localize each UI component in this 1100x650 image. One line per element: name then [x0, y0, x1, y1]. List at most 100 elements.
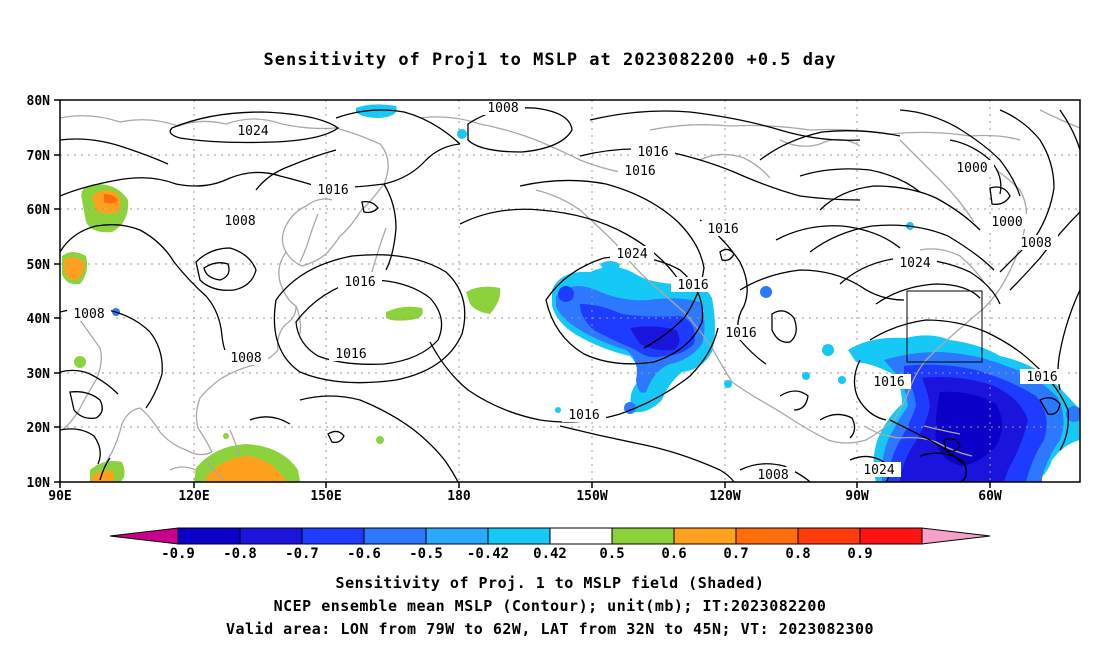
contour-label: 1024: [610, 246, 654, 262]
lon-tick-label: 60W: [978, 489, 1002, 504]
shade-green-dot1: [74, 356, 86, 368]
svg-text:1008: 1008: [757, 468, 788, 483]
contour-label: 1024: [231, 123, 275, 139]
colorbar-swatch: [301, 527, 365, 545]
svg-text:1016: 1016: [344, 275, 375, 290]
svg-text:1016: 1016: [677, 278, 708, 293]
colorbar-swatch: [487, 527, 551, 545]
colorbar: -0.9 -0.8 -0.7 -0.6 -0.5 -0.42 0.42 0.5 0.6 0.7 0.…: [109, 527, 991, 562]
lon-tick-label: 150E: [310, 489, 341, 504]
svg-text:1016: 1016: [725, 326, 756, 341]
colorbar-label: 0.8: [785, 546, 810, 562]
contour-label: 1008: [224, 350, 268, 366]
contour-labels: 1008 1024 1016 1008 1016 1016 1000 1000 …: [67, 100, 1064, 483]
contour-label: 1016: [338, 274, 382, 290]
longitude-labels: 90E 120E 150E 180 150W 120W 90W 60W: [48, 489, 1002, 504]
lon-tick-label: 120W: [709, 489, 740, 504]
contour-label: 1016: [701, 221, 745, 237]
colorbar-left-arrow: [109, 527, 179, 545]
valid-area-box: [906, 290, 983, 363]
contour-label: 1016: [867, 374, 911, 390]
colorbar-swatch: [797, 527, 861, 545]
lat-tick-label: 40N: [27, 312, 51, 327]
colorbar-swatch: [735, 527, 799, 545]
svg-text:1024: 1024: [237, 124, 268, 139]
lat-tick-label: 70N: [27, 149, 51, 164]
colorbar-swatch: [859, 527, 923, 545]
svg-text:1016: 1016: [1026, 370, 1057, 385]
contour-label: 1008: [218, 213, 262, 229]
svg-text:1016: 1016: [335, 347, 366, 362]
svg-text:1016: 1016: [624, 164, 655, 179]
shade-blue-dot-mex2: [724, 380, 732, 388]
contour-label: 1008: [481, 100, 525, 116]
lon-tick-label: 90E: [48, 489, 71, 504]
contour-label: 1008: [67, 306, 111, 322]
colorbar-swatch: [549, 527, 613, 545]
lon-tick-label: 90W: [845, 489, 869, 504]
graticule: [60, 100, 1080, 482]
contour-label: 1000: [950, 160, 994, 176]
lat-tick-label: 80N: [27, 94, 51, 109]
colorbar-label: 0.42: [533, 546, 567, 562]
lat-tick-label: 50N: [27, 258, 51, 273]
contour-label: 1024: [857, 462, 901, 478]
negative-sensitivity-regions: [112, 104, 1080, 482]
lat-tick-label: 10N: [27, 476, 51, 491]
footer-line-2: NCEP ensemble mean MSLP (Contour); unit(…: [273, 597, 827, 615]
svg-text:1016: 1016: [637, 145, 668, 160]
svg-text:1008: 1008: [224, 214, 255, 229]
svg-text:1024: 1024: [899, 256, 930, 271]
shade-green-dot3: [223, 433, 229, 439]
colorbar-label: 0.6: [661, 546, 686, 562]
contour-label: 1016: [671, 277, 715, 293]
shade-blue-dot-east3: [838, 376, 846, 384]
contour-label: 1016: [631, 144, 675, 160]
svg-text:1008: 1008: [487, 101, 518, 116]
footer-line-3: Valid area: LON from 79W to 62W, LAT fro…: [225, 620, 875, 638]
colorbar-label: -0.42: [467, 546, 509, 562]
svg-text:1016: 1016: [873, 375, 904, 390]
footer-line-1: Sensitivity of Proj. 1 to MSLP field (Sh…: [335, 574, 765, 592]
colorbar-swatch: [425, 527, 489, 545]
colorbar-swatch: [239, 527, 303, 545]
shade-blue-dot-sw2: [555, 407, 561, 413]
svg-text:1016: 1016: [707, 222, 738, 237]
shade-green-pacific1: [386, 306, 423, 321]
sensitivity-shading: [62, 104, 1080, 482]
colorbar-label: 0.5: [599, 546, 624, 562]
shade-blue-dot-mex: [760, 286, 772, 298]
svg-text:1016: 1016: [568, 408, 599, 423]
shade-lightblue-arctic: [356, 104, 397, 118]
shade-orange-sw: [92, 470, 114, 482]
contour-label: 1000: [985, 214, 1029, 230]
lat-tick-label: 60N: [27, 203, 51, 218]
colorbar-swatch: [611, 527, 675, 545]
shade-lightblue-dot1: [457, 129, 467, 139]
colorbar-swatch: [673, 527, 737, 545]
tick-marks: [54, 99, 991, 488]
contour-label: 1016: [562, 407, 606, 423]
svg-text:1000: 1000: [991, 215, 1022, 230]
contour-label: 1024: [893, 255, 937, 271]
lat-tick-label: 20N: [27, 421, 51, 436]
lon-tick-label: 180: [447, 489, 471, 504]
colorbar-label: -0.7: [285, 546, 319, 562]
shade-green-dot2: [376, 436, 384, 444]
contour-label: 1016: [1020, 369, 1064, 385]
shade-orange-siberia-core: [104, 194, 118, 204]
colorbar-right-arrow: [921, 527, 991, 545]
contour-label: 1016: [719, 325, 763, 341]
svg-text:1024: 1024: [616, 247, 647, 262]
svg-text:1008: 1008: [230, 351, 261, 366]
contour-label: 1008: [1014, 235, 1058, 251]
shade-green-pacific2: [466, 286, 501, 314]
shade-orange-south: [206, 456, 286, 482]
lon-tick-label: 120E: [178, 489, 209, 504]
positive-sensitivity-regions: [62, 184, 501, 482]
shade-blue-dot-mex3: [802, 372, 810, 380]
mslp-contours: [60, 107, 1080, 482]
contour-label: 1016: [311, 182, 355, 198]
colorbar-label: -0.5: [409, 546, 443, 562]
